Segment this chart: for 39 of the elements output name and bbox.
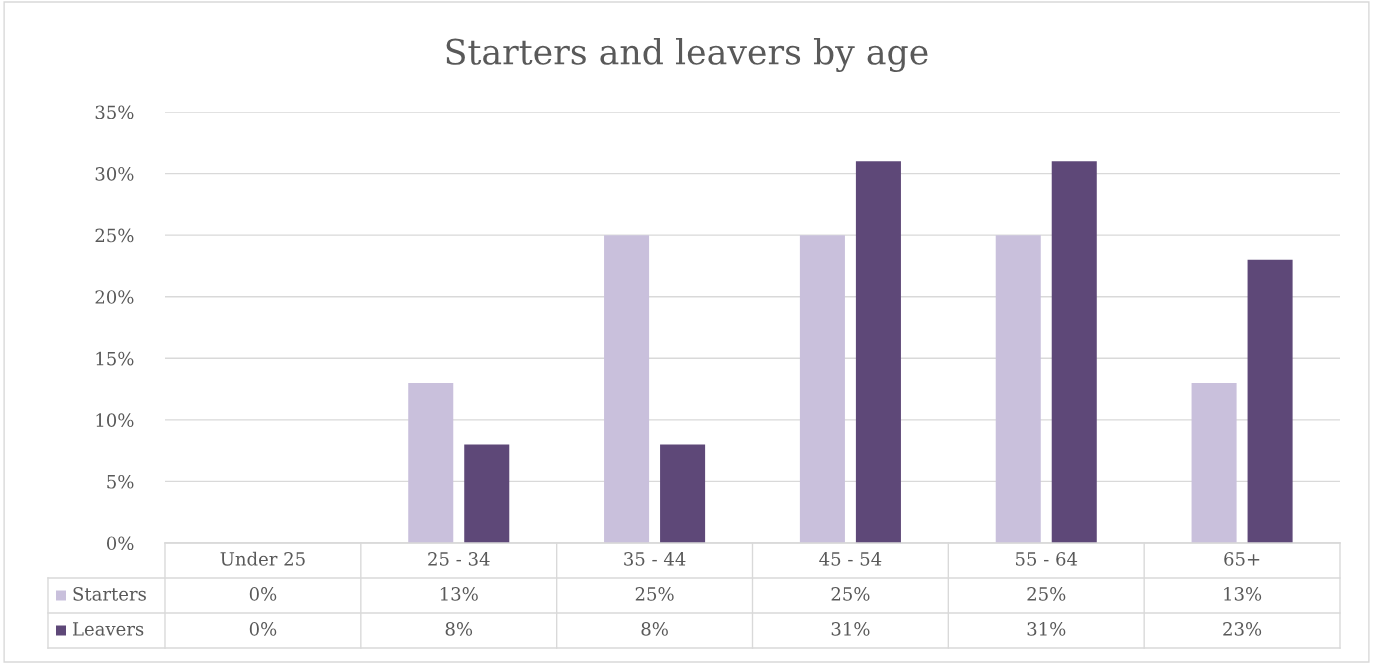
data-label: 25% [635,587,674,601]
legend-label: Starters [73,587,146,601]
x-tick-label: 25 - 34 [428,552,490,566]
data-label: 23% [1223,622,1262,636]
data-label: 25% [831,587,870,601]
y-tick-label: 5% [107,474,134,489]
bar [1051,161,1097,543]
data-label: 31% [831,622,870,636]
x-tick-label: 55 - 64 [1016,552,1078,566]
data-label: 0% [249,622,277,636]
data-label: 13% [440,587,478,601]
bar [1191,382,1237,543]
data-label: 25% [1027,587,1066,601]
data-label: 8% [641,622,668,636]
x-tick-label: 65+ [1224,552,1260,566]
data-label: 0% [249,587,277,601]
bar [855,161,901,543]
y-tick-label: 0% [106,536,134,551]
bar [464,444,510,543]
x-tick-label: 45 - 54 [819,552,882,566]
bar [604,235,650,543]
bar [1247,259,1293,543]
y-tick-label: 25% [95,228,134,243]
data-label: 8% [445,622,473,636]
chart-title: Starters and leavers by age [446,37,928,73]
legend-label: Leavers [73,622,144,636]
y-tick-label: 30% [95,167,134,181]
x-tick-label: Under 25 [220,551,305,566]
y-tick-label: 10% [96,413,134,427]
bar [995,235,1041,543]
bar [408,382,454,543]
data-label: 13% [1224,587,1262,601]
bar [799,235,845,543]
y-tick-label: 15% [96,351,134,366]
bar [660,444,706,543]
x-tick-label: 35 - 44 [624,552,686,566]
y-tick-label: 35% [95,105,134,120]
y-tick-label: 20% [95,290,134,304]
data-label: 31% [1027,622,1066,636]
